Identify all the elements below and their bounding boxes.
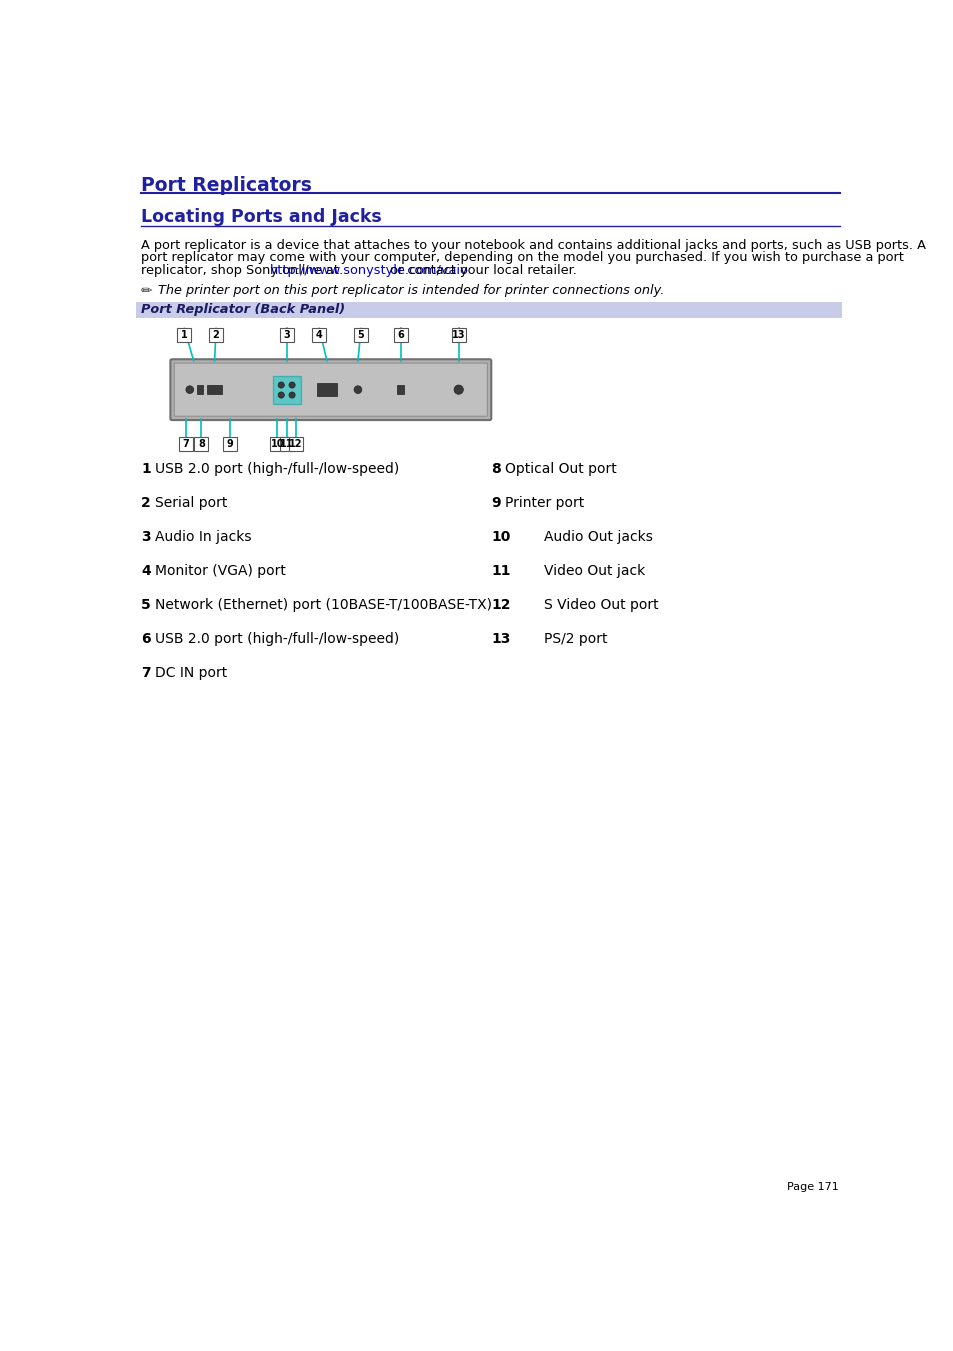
Text: Audio In jacks: Audio In jacks: [154, 530, 252, 544]
Text: replicator, shop Sony online at: replicator, shop Sony online at: [141, 263, 342, 277]
Bar: [354, 328, 368, 342]
Text: 7: 7: [182, 439, 189, 449]
Circle shape: [289, 392, 294, 399]
Bar: [289, 436, 303, 451]
Text: 7: 7: [141, 666, 151, 680]
Bar: [270, 436, 284, 451]
Text: Page 171: Page 171: [786, 1182, 838, 1193]
Text: 4: 4: [141, 565, 151, 578]
Bar: [273, 376, 300, 404]
Text: 1: 1: [181, 331, 188, 340]
Text: 11: 11: [279, 439, 294, 449]
Text: PS/2 port: PS/2 port: [543, 632, 607, 646]
Text: Audio Out jacks: Audio Out jacks: [543, 530, 652, 544]
Text: The printer port on this port replicator is intended for printer connections onl: The printer port on this port replicator…: [158, 284, 663, 297]
Bar: [209, 328, 223, 342]
Text: 3: 3: [141, 530, 151, 544]
Text: 3: 3: [283, 331, 290, 340]
Bar: [179, 436, 193, 451]
Text: 6: 6: [141, 632, 151, 646]
Bar: [279, 328, 294, 342]
Text: 10: 10: [271, 439, 284, 449]
Text: or contact your local retailer.: or contact your local retailer.: [385, 263, 577, 277]
Text: Optical Out port: Optical Out port: [505, 462, 617, 477]
Text: DC IN port: DC IN port: [154, 666, 227, 680]
Bar: [223, 436, 236, 451]
Text: 13: 13: [491, 632, 510, 646]
Text: Port Replicator (Back Panel): Port Replicator (Back Panel): [141, 304, 345, 316]
Text: 1: 1: [141, 462, 151, 477]
Text: 10: 10: [491, 530, 510, 544]
Text: 12: 12: [289, 439, 302, 449]
Circle shape: [278, 392, 284, 399]
Bar: [316, 384, 336, 396]
Text: 6: 6: [396, 331, 403, 340]
Text: 8: 8: [198, 439, 205, 449]
Text: Locating Ports and Jacks: Locating Ports and Jacks: [141, 208, 381, 227]
FancyBboxPatch shape: [174, 363, 487, 416]
Text: Port Replicators: Port Replicators: [141, 176, 312, 195]
Bar: [397, 385, 403, 394]
Text: 2: 2: [213, 331, 219, 340]
Text: 9: 9: [227, 439, 233, 449]
FancyBboxPatch shape: [171, 359, 491, 420]
Bar: [279, 436, 294, 451]
Bar: [452, 328, 465, 342]
Text: 4: 4: [315, 331, 322, 340]
Text: Video Out jack: Video Out jack: [543, 565, 644, 578]
Text: Serial port: Serial port: [154, 496, 227, 511]
Text: S Video Out port: S Video Out port: [543, 598, 658, 612]
Text: A port replicator is a device that attaches to your notebook and contains additi: A port replicator is a device that attac…: [141, 239, 924, 253]
Text: ✏: ✏: [141, 284, 152, 297]
Text: 12: 12: [491, 598, 510, 612]
Circle shape: [278, 382, 284, 388]
Text: 8: 8: [491, 462, 500, 477]
Text: 5: 5: [141, 598, 151, 612]
Text: Printer port: Printer port: [505, 496, 584, 511]
Bar: [207, 385, 222, 394]
Text: 11: 11: [491, 565, 510, 578]
Text: Network (Ethernet) port (10BASE-T/100BASE-TX): Network (Ethernet) port (10BASE-T/100BAS…: [154, 598, 492, 612]
Text: 5: 5: [357, 331, 364, 340]
Text: http://www.sonystyle.com/vaio: http://www.sonystyle.com/vaio: [269, 263, 468, 277]
Circle shape: [289, 382, 294, 388]
Text: Monitor (VGA) port: Monitor (VGA) port: [154, 565, 286, 578]
Bar: [136, 303, 841, 317]
Text: 13: 13: [452, 331, 465, 340]
Bar: [194, 436, 208, 451]
Bar: [196, 385, 203, 394]
Circle shape: [354, 386, 361, 393]
Text: 2: 2: [141, 496, 151, 511]
Text: USB 2.0 port (high-/full-/low-speed): USB 2.0 port (high-/full-/low-speed): [154, 632, 398, 646]
Text: USB 2.0 port (high-/full-/low-speed): USB 2.0 port (high-/full-/low-speed): [154, 462, 398, 477]
Bar: [177, 328, 192, 342]
Text: 9: 9: [491, 496, 500, 511]
Circle shape: [454, 385, 463, 394]
Bar: [394, 328, 407, 342]
Bar: [312, 328, 326, 342]
Text: port replicator may come with your computer, depending on the model you purchase: port replicator may come with your compu…: [141, 251, 902, 265]
Circle shape: [186, 386, 193, 393]
